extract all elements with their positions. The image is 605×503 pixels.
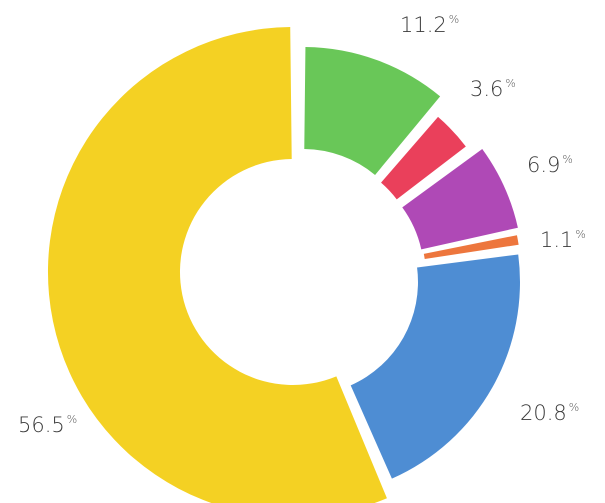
percent-symbol: % [449, 13, 459, 26]
percent-symbol: % [562, 153, 572, 166]
percent-symbol: % [575, 228, 585, 241]
donut-slice-11-2 [304, 47, 441, 175]
donut-slice-56-5 [48, 27, 387, 503]
donut-slice-1-1 [423, 235, 519, 259]
slice-value: 1.1 [540, 228, 573, 252]
donut-slice-20-8 [350, 254, 520, 479]
slice-value: 3.6 [470, 77, 503, 101]
slice-value: 20.8 [520, 401, 567, 425]
slice-label-20-8: 20.8% [520, 401, 579, 425]
slice-value: 11.2 [400, 13, 447, 37]
donut-slice-6-9 [402, 149, 518, 250]
percent-symbol: % [569, 401, 579, 414]
labels-group: 11.2 %3.6 %6.9 %1.1 %20.8 %56.5% [18, 13, 586, 437]
slice-label-6-9: 6.9% [527, 153, 573, 177]
slice-label-56-5: 56.5% [18, 413, 77, 437]
percent-symbol: % [505, 77, 515, 90]
slice-value: 6.9 [527, 153, 560, 177]
slices-group [48, 27, 520, 503]
percent-symbol: % [67, 413, 77, 426]
slice-label-3-6: 3.6% [470, 77, 516, 101]
slice-label-11-2: 11.2% [400, 13, 459, 37]
slice-value: 56.5 [18, 413, 65, 437]
donut-slice-3-6 [381, 116, 466, 200]
slice-label-1-1: 1.1% [540, 228, 586, 252]
